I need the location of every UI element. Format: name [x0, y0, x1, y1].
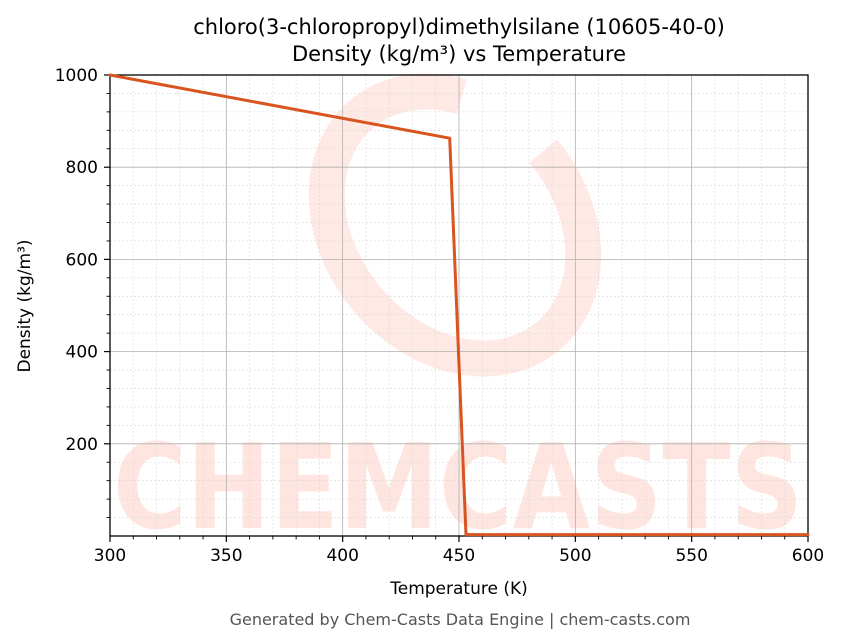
axis-tick-labels: 300 350 400 450 500 550 600 200 400 600 800 1000: [55, 66, 824, 566]
y-tick-label: 1000: [55, 66, 98, 86]
chart-subtitle: Density (kg/m³) vs Temperature: [292, 42, 626, 66]
series-layer: [108, 73, 810, 537]
x-tick-label: 550: [675, 546, 707, 566]
y-tick-label: 200: [66, 435, 98, 455]
y-tick-label: 400: [66, 343, 98, 363]
watermark-text: CHEMCASTS: [113, 418, 803, 556]
x-tick-label: 600: [792, 546, 824, 566]
x-tick-label: 500: [559, 546, 591, 566]
density-series-line: [108, 73, 810, 537]
y-tick-label: 800: [66, 158, 98, 178]
footer-credit: Generated by Chem-Casts Data Engine | ch…: [230, 610, 691, 629]
x-axis-label: Temperature (K): [389, 579, 528, 599]
axis-ticks: [104, 74, 809, 542]
y-axis-label: Density (kg/m³): [15, 239, 35, 372]
x-tick-label: 300: [94, 546, 126, 566]
chart-title: chloro(3-chloropropyl)dimethylsilane (10…: [193, 15, 725, 39]
x-tick-label: 350: [210, 546, 242, 566]
chemcasts-watermark: CHEMCASTS: [113, 73, 803, 556]
watermark-ring: [308, 73, 602, 377]
x-tick-label: 450: [443, 546, 475, 566]
x-tick-label: 400: [326, 546, 358, 566]
y-tick-label: 600: [66, 250, 98, 270]
